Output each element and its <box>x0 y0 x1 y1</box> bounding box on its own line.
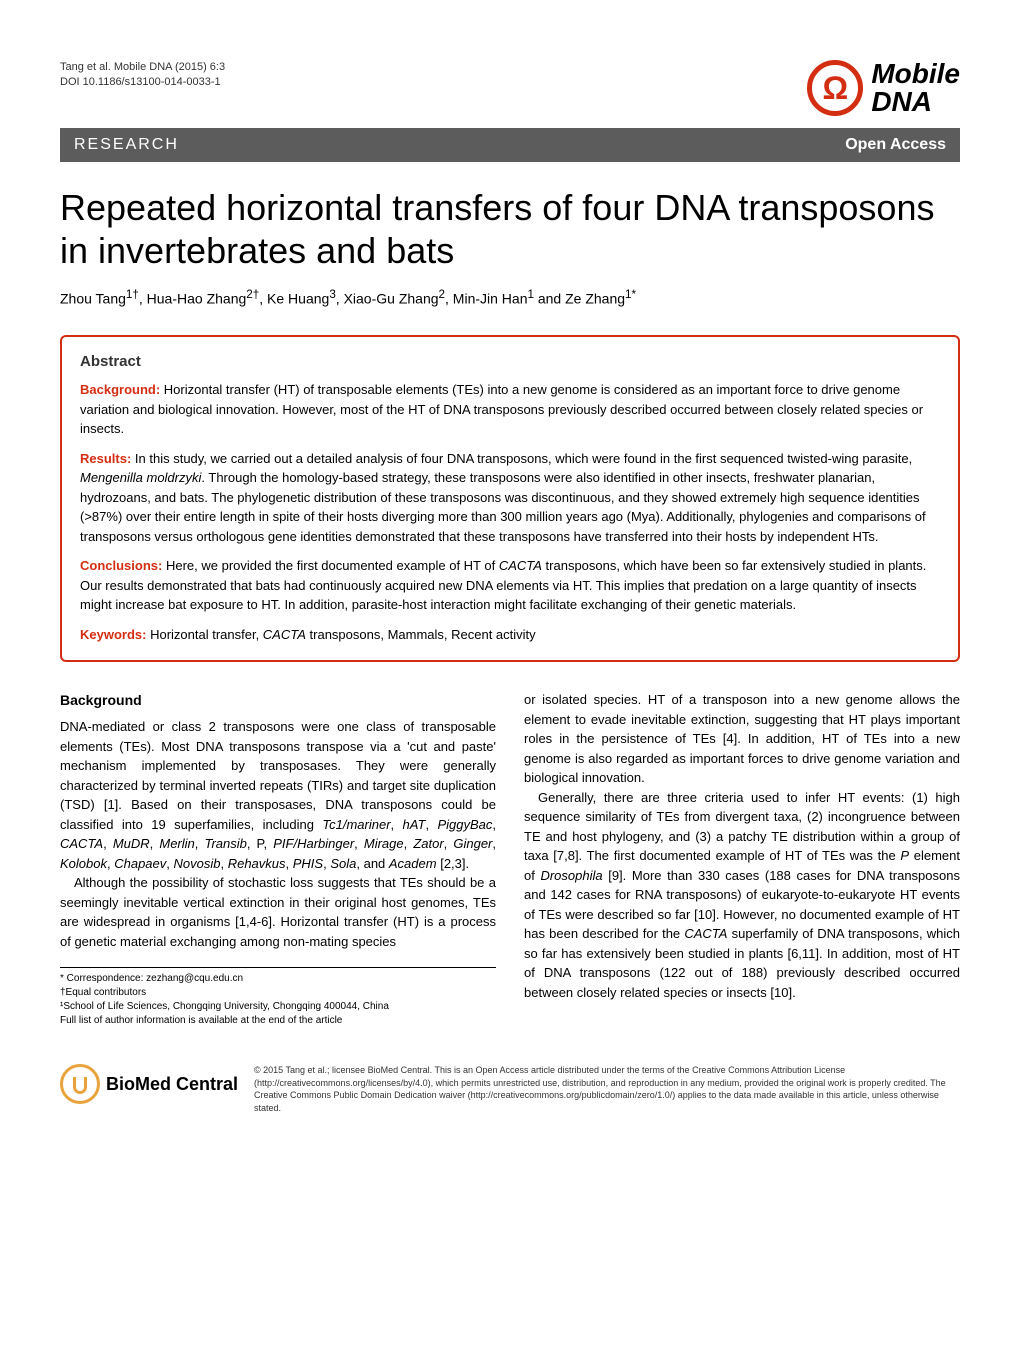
body-columns: Background DNA-mediated or class 2 trans… <box>60 690 960 1028</box>
footnote-correspondence: * Correspondence: zezhang@cqu.edu.cn <box>60 972 496 986</box>
col2-p1: or isolated species. HT of a transposon … <box>524 690 960 788</box>
abstract-conclusions-label: Conclusions: <box>80 558 162 573</box>
abstract-keywords-label: Keywords: <box>80 627 146 642</box>
abstract-background: Background: Horizontal transfer (HT) of … <box>80 380 940 439</box>
article-title: Repeated horizontal transfers of four DN… <box>60 186 960 272</box>
footer: BioMed Central © 2015 Tang et al.; licen… <box>60 1052 960 1114</box>
citation-line1: Tang et al. Mobile DNA (2015) 6:3 <box>60 60 225 75</box>
col1-p2: Although the possibility of stochastic l… <box>60 873 496 951</box>
header: Tang et al. Mobile DNA (2015) 6:3 DOI 10… <box>60 60 960 116</box>
banner-left: RESEARCH <box>74 136 179 154</box>
abstract-results-label: Results: <box>80 451 131 466</box>
bmc-icon <box>60 1064 100 1104</box>
footnote-fulllist: Full list of author information is avail… <box>60 1014 496 1028</box>
abstract-conclusions: Conclusions: Here, we provided the first… <box>80 556 940 615</box>
page-container: Tang et al. Mobile DNA (2015) 6:3 DOI 10… <box>0 0 1020 1154</box>
abstract-box: Abstract Background: Horizontal transfer… <box>60 335 960 662</box>
background-heading: Background <box>60 690 496 711</box>
article-type-banner: RESEARCH Open Access <box>60 128 960 162</box>
citation-block: Tang et al. Mobile DNA (2015) 6:3 DOI 10… <box>60 60 225 91</box>
journal-logo: Ω Mobile DNA <box>807 60 960 116</box>
column-right: or isolated species. HT of a transposon … <box>524 690 960 1028</box>
authors-line: Zhou Tang1†, Hua-Hao Zhang2†, Ke Huang3,… <box>60 288 960 307</box>
abstract-keywords: Keywords: Horizontal transfer, CACTA tra… <box>80 625 940 645</box>
abstract-results-text: In this study, we carried out a detailed… <box>80 451 926 544</box>
journal-name: Mobile DNA <box>871 60 960 116</box>
journal-name-line2: DNA <box>871 88 960 116</box>
footnote-affiliation: ¹School of Life Sciences, Chongqing Univ… <box>60 1000 496 1014</box>
abstract-heading: Abstract <box>80 353 940 370</box>
copyright-text: © 2015 Tang et al.; licensee BioMed Cent… <box>254 1064 960 1114</box>
col2-p2: Generally, there are three criteria used… <box>524 788 960 1003</box>
logo-omega-icon: Ω <box>807 60 863 116</box>
footnote-equal: †Equal contributors <box>60 986 496 1000</box>
abstract-results: Results: In this study, we carried out a… <box>80 449 940 547</box>
col1-p1: DNA-mediated or class 2 transposons were… <box>60 717 496 873</box>
abstract-background-text: Horizontal transfer (HT) of transposable… <box>80 382 923 436</box>
bmc-logo: BioMed Central <box>60 1064 238 1104</box>
omega-glyph: Ω <box>823 70 849 107</box>
journal-name-line1: Mobile <box>871 60 960 88</box>
bmc-name: BioMed Central <box>106 1074 238 1095</box>
footnotes: * Correspondence: zezhang@cqu.edu.cn †Eq… <box>60 967 496 1028</box>
banner-right: Open Access <box>845 136 946 154</box>
abstract-conclusions-text: Here, we provided the first documented e… <box>80 558 926 612</box>
abstract-keywords-text: Horizontal transfer, CACTA transposons, … <box>146 627 535 642</box>
column-left: Background DNA-mediated or class 2 trans… <box>60 690 496 1028</box>
abstract-background-label: Background: <box>80 382 160 397</box>
citation-line2: DOI 10.1186/s13100-014-0033-1 <box>60 75 225 90</box>
